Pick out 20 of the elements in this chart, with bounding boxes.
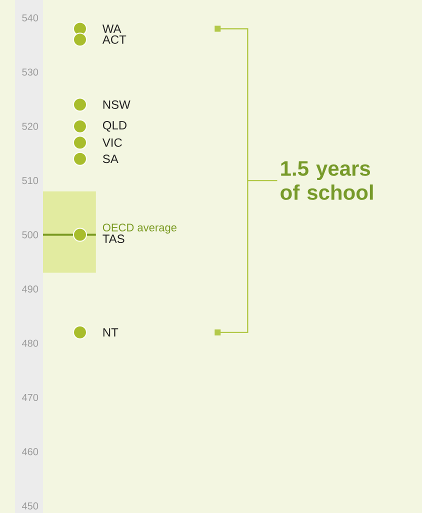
series-label: NT bbox=[103, 328, 118, 337]
y-tick-label: 540 bbox=[22, 14, 38, 22]
y-tick-label: 530 bbox=[22, 68, 38, 76]
text: 1.5 years of school bbox=[280, 161, 373, 200]
series-label: WA bbox=[102, 24, 122, 33]
y-tick-label: 450 bbox=[22, 502, 38, 510]
y-tick-label: 490 bbox=[22, 285, 38, 293]
series-label: VIC bbox=[102, 138, 122, 147]
series-label: QLD bbox=[102, 121, 126, 132]
y-tick-label: 520 bbox=[22, 122, 38, 130]
series-label: SA bbox=[102, 154, 118, 164]
series-label: TAS bbox=[102, 234, 124, 244]
y-tick-label: 510 bbox=[22, 177, 38, 184]
ref-line-label: OECD average bbox=[102, 224, 176, 234]
series-label: NSW bbox=[103, 100, 130, 109]
series-label: ACT bbox=[102, 35, 126, 44]
y-tick-label: 470 bbox=[22, 394, 38, 402]
y-tick-label: 500 bbox=[22, 231, 38, 238]
y-tick-label: 460 bbox=[22, 448, 38, 456]
y-tick-label: 480 bbox=[22, 340, 38, 347]
